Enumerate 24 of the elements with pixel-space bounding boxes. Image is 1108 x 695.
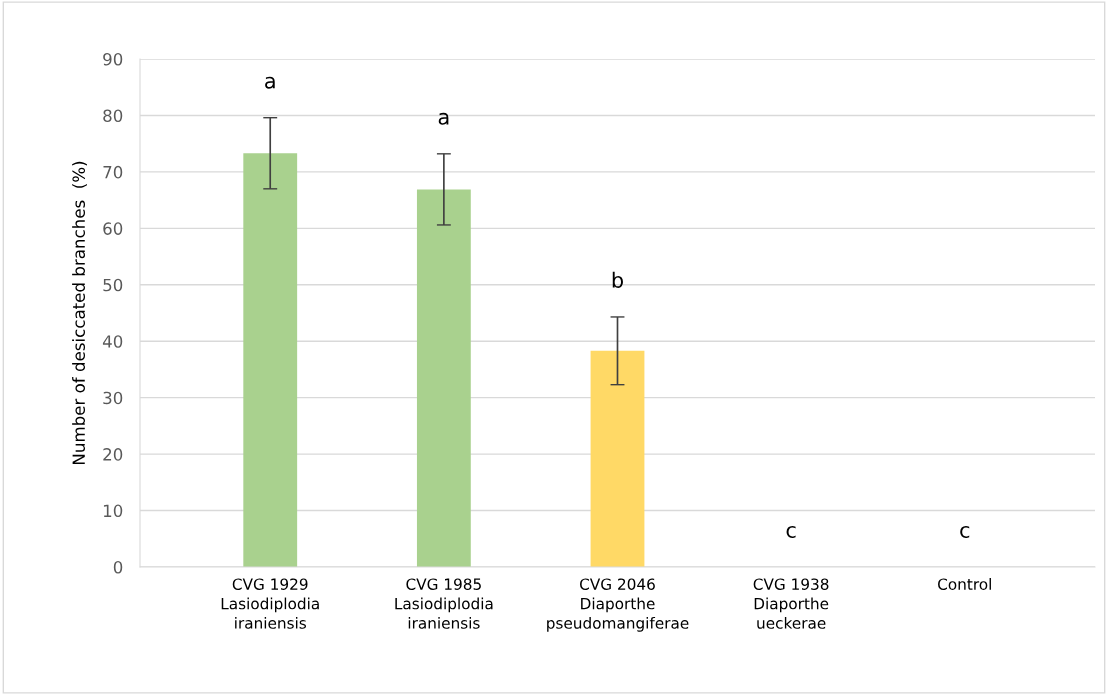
x-tick-label: CVG 1985 Lasiodiplodia iraniensis [395, 578, 493, 629]
annotation: a [265, 76, 275, 89]
y-tick-label: 50 [103, 278, 123, 292]
annotation: b [612, 271, 623, 288]
bar [590, 350, 645, 567]
x-tick-label: CVG 1938 Diaporthe ueckerae [753, 578, 829, 629]
y-tick-label: 20 [103, 448, 123, 461]
x-tick-label: CVG 2046 Diaporthe pseudomangiferae [547, 578, 689, 632]
y-tick-label: 10 [103, 504, 123, 518]
annotation: a [438, 112, 449, 125]
y-tick-label: 60 [103, 222, 123, 235]
y-tick-label: 0 [113, 560, 123, 574]
bar [243, 153, 298, 567]
y-axis-title: Number of desiccated branches (%) [72, 161, 87, 464]
y-tick-label: 40 [102, 335, 123, 348]
y-tick-label: 30 [103, 391, 123, 405]
y-tick-label: 90 [103, 52, 123, 66]
y-tick-label: 80 [103, 109, 123, 123]
annotation: c [960, 526, 970, 538]
bar [416, 189, 471, 567]
x-tick-label: Control [938, 578, 991, 590]
x-tick-label: CVG 1929 Lasiodiplodia iraniensis [221, 578, 319, 629]
annotation: c [786, 526, 796, 538]
y-tick-label: 70 [103, 165, 123, 179]
